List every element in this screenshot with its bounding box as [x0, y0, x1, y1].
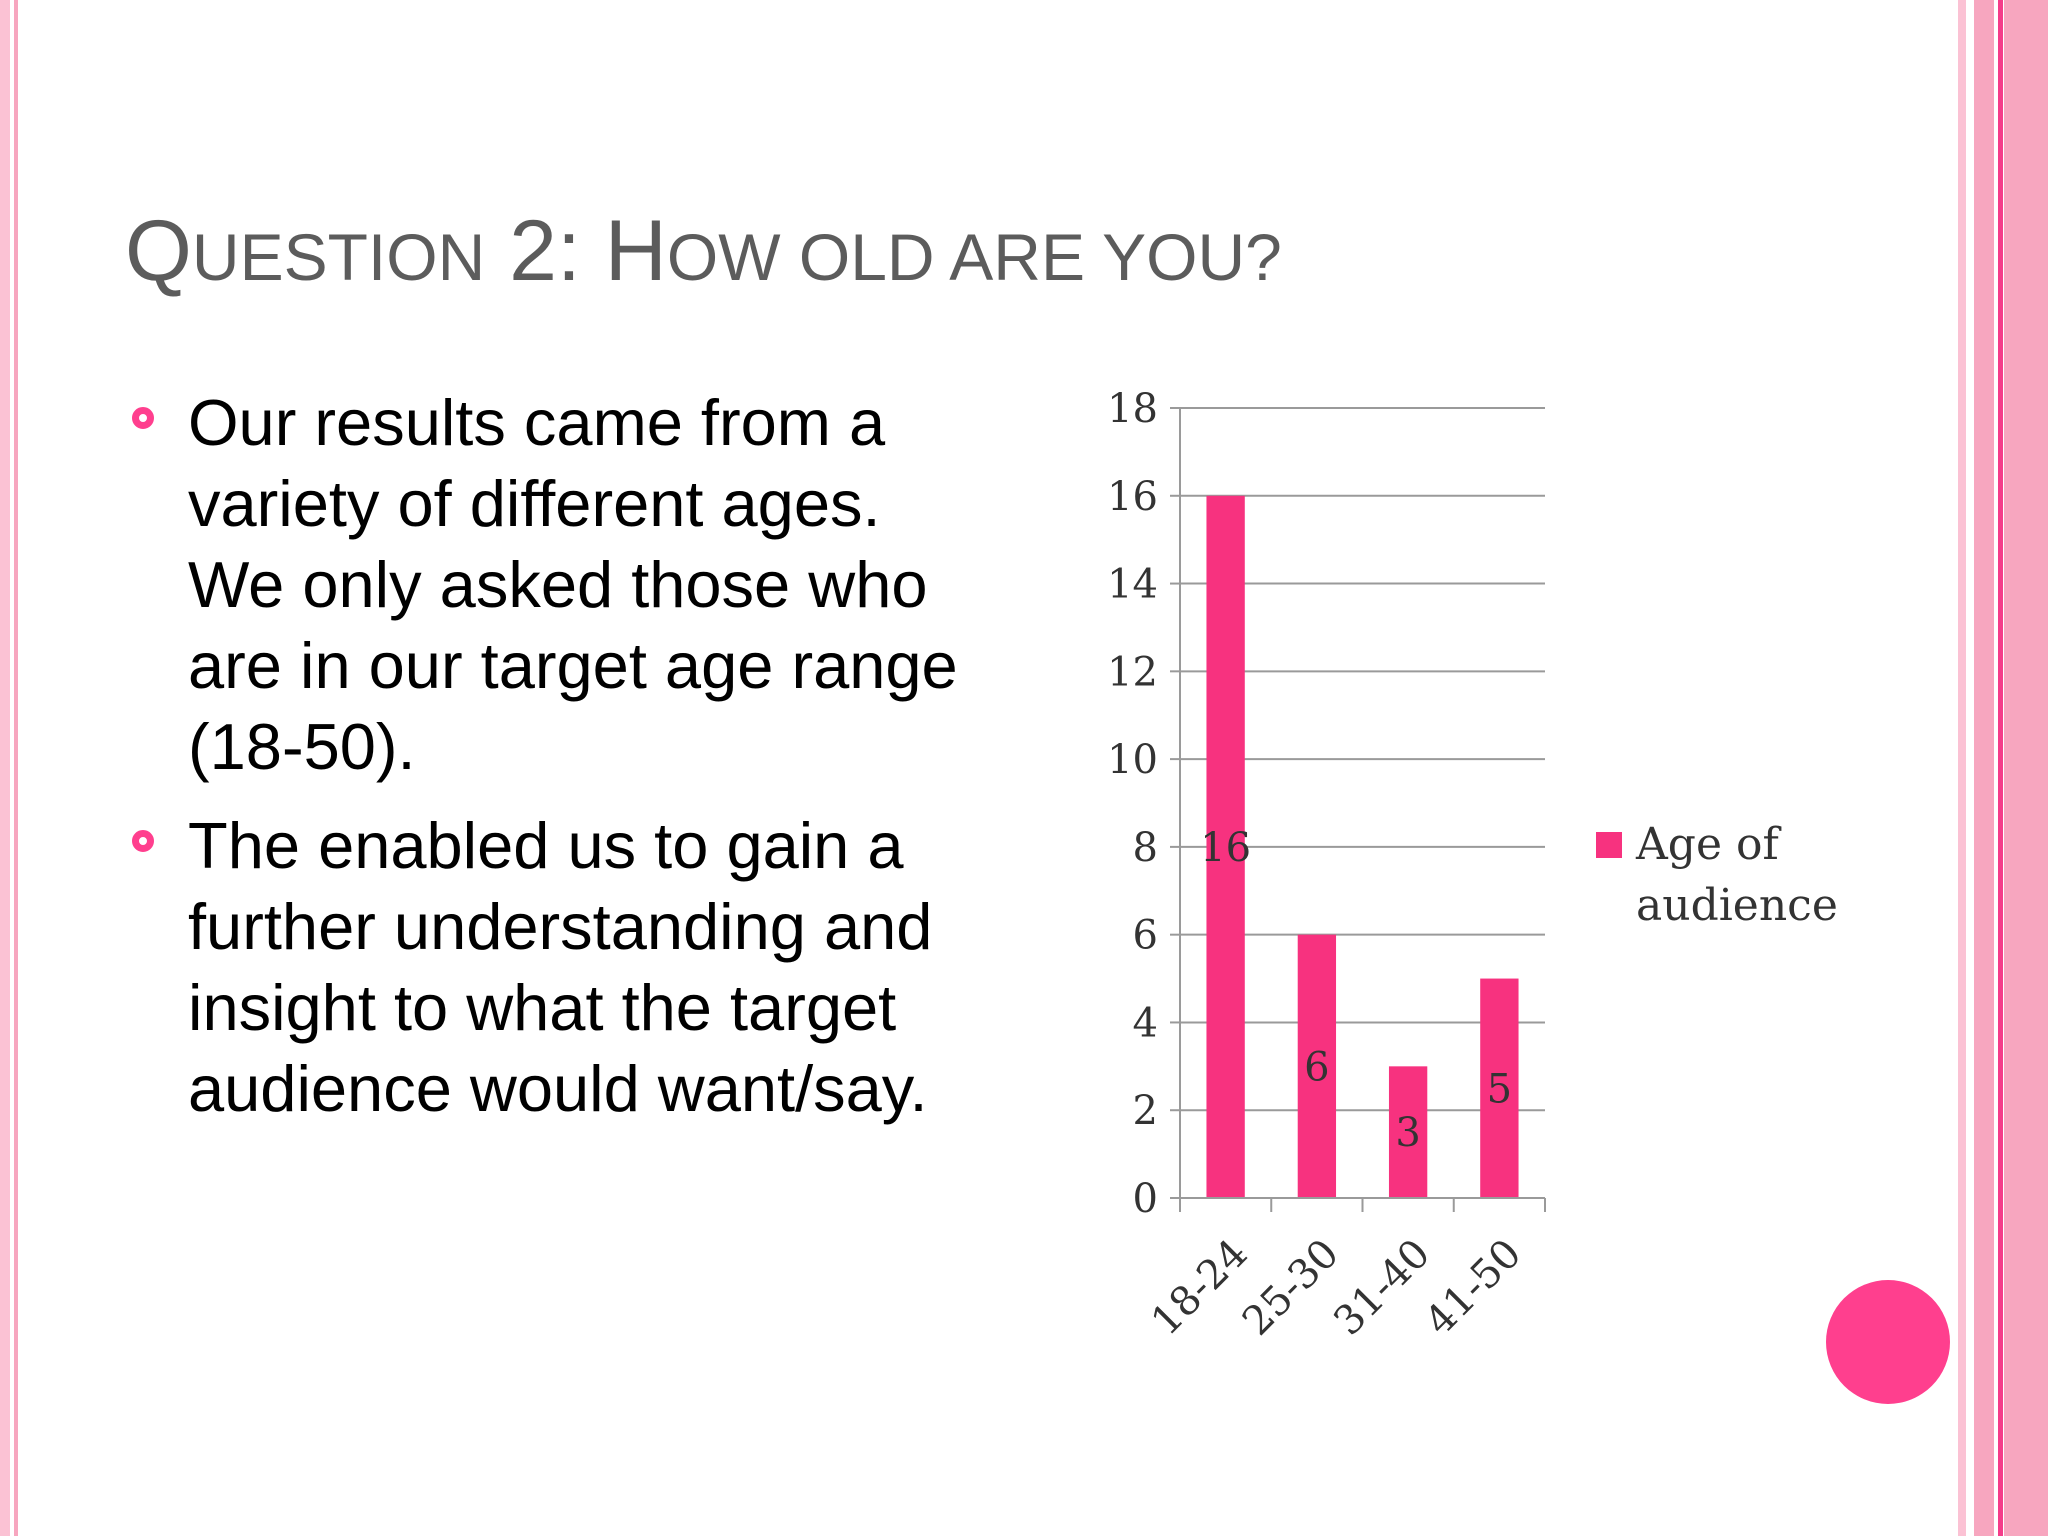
bullet-text-2: The enabled us to gain a further underst… [188, 809, 933, 1125]
y-tick-label: 6 [1133, 913, 1158, 959]
ring-bullet-icon [132, 407, 154, 429]
title-question-text: OW OLD ARE YOU? [666, 220, 1282, 294]
x-category-label: 41-50 [1416, 1231, 1530, 1345]
bar-41-50 [1480, 978, 1519, 1198]
y-tick-label: 8 [1133, 825, 1158, 871]
title-number: 2: [485, 203, 605, 299]
bar-25-30 [1297, 934, 1337, 1198]
right-border-stripe-1 [1958, 0, 1966, 1536]
pink-circle-icon [1826, 1280, 1950, 1404]
legend-label-line-1: Age of [1635, 819, 1781, 870]
title-initial-q: Q [125, 203, 192, 299]
y-tick-label: 10 [1107, 737, 1158, 783]
y-tick-label: 4 [1133, 1000, 1158, 1046]
right-border-stripe-3 [1998, 0, 2003, 1536]
title-word-question: UESTION [191, 220, 486, 294]
left-border-stripe-inner [14, 0, 18, 1536]
y-tick-label: 0 [1133, 1176, 1158, 1222]
bullet-text-1: Our results came from a variety of diffe… [188, 386, 958, 783]
x-category-label: 25-30 [1234, 1231, 1348, 1345]
right-border-stripe-2 [1974, 0, 1994, 1536]
title-initial-h: H [604, 203, 667, 299]
data-label: 5 [1487, 1066, 1512, 1112]
y-tick-label: 2 [1133, 1088, 1158, 1134]
legend-swatch [1596, 832, 1622, 858]
data-label: 3 [1395, 1110, 1420, 1156]
y-tick-label: 12 [1107, 649, 1158, 695]
bar-31-40 [1388, 1066, 1428, 1198]
right-border-stripe-4 [2004, 0, 2048, 1536]
y-tick-label: 18 [1107, 386, 1158, 432]
left-border-stripe-outer [0, 0, 10, 1536]
bullet-list: Our results came from a variety of diffe… [128, 382, 988, 1147]
x-category-label: 31-40 [1325, 1231, 1439, 1345]
y-tick-label: 14 [1107, 562, 1158, 608]
y-tick-label: 16 [1107, 474, 1158, 520]
legend-label-line-2: audience [1636, 880, 1838, 931]
bar-18-24 [1206, 495, 1245, 1198]
age-bar-chart: 0 2 4 6 8 10 12 14 16 18 16 18-24 6 25-30 3 31-40 5 41-50… [1107, 386, 1838, 1345]
slide-title: QUESTION 2: HOW OLD ARE YOU? [125, 208, 1282, 294]
data-label: 16 [1200, 825, 1251, 871]
bullet-item-1: Our results came from a variety of diffe… [128, 382, 988, 787]
bullet-item-2: The enabled us to gain a further underst… [128, 805, 988, 1129]
data-label: 6 [1304, 1044, 1329, 1090]
ring-bullet-icon [132, 830, 154, 852]
x-category-label: 18-24 [1143, 1231, 1257, 1345]
